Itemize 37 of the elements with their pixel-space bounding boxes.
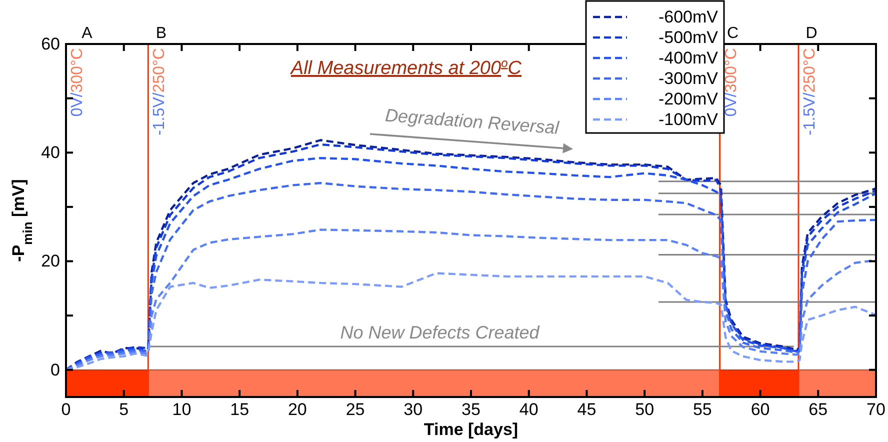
x-tick-label: 60 [750, 400, 770, 419]
x-tick-label: 55 [692, 400, 712, 419]
legend-label: -600mV [658, 8, 719, 26]
text: B [156, 25, 166, 42]
x-tick-label: 35 [462, 400, 480, 419]
y-tick-label: 40 [41, 143, 60, 162]
annotation: Degradation Reversal [384, 105, 560, 138]
y-tick-label: 0 [50, 360, 60, 380]
text: A [82, 25, 93, 42]
annotation: 0V/300°C [69, 48, 86, 117]
text: D [806, 25, 818, 42]
x-tick-label: 30 [404, 400, 423, 419]
x-axis-title: Time [days] [424, 420, 518, 439]
line-series [64, 272, 878, 371]
x-tick-label: 50 [635, 400, 654, 419]
y-tick-label: 60 [41, 34, 60, 54]
x-tick-label: 45 [577, 400, 596, 419]
legend-label: -200mV [658, 90, 719, 108]
legend-label: -100mV [658, 110, 719, 129]
x-tick-label: 5 [119, 400, 129, 419]
x-tick-label: 10 [172, 400, 192, 419]
x-tick-label: 70 [866, 400, 886, 419]
x-tick-label: 15 [230, 400, 250, 419]
x-tick-label: 20 [288, 400, 307, 419]
x-tick-label: 65 [808, 400, 828, 419]
legend-label: -300mV [658, 69, 719, 88]
text: C [727, 25, 739, 42]
annotation: No New Defects Created [340, 322, 540, 342]
legend-label: -400mV [658, 48, 719, 68]
ref-line-label: -1.5V/250°C [152, 48, 169, 136]
annotation: All Measurements at 200$^{o}$C [290, 56, 522, 79]
x-tick-label: 25 [346, 400, 365, 419]
x-tick-label: 40 [519, 400, 538, 419]
legend-label: -500mV [658, 28, 719, 47]
ref-line-label: -1.5V/250°C [802, 48, 819, 136]
ref-line-label: 0V/300°C [723, 48, 740, 117]
y-tick-label: 20 [41, 252, 60, 271]
